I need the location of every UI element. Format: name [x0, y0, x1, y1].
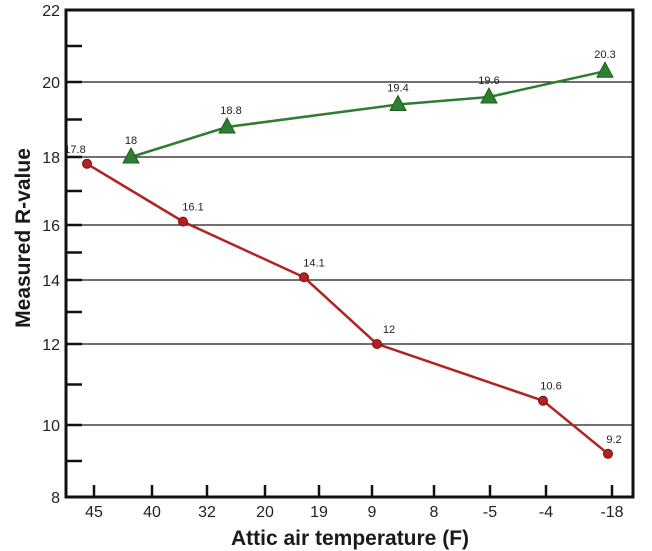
data-label: 19.6: [478, 75, 499, 87]
x-tick-label: -4: [539, 504, 553, 521]
x-axis-title: Attic air temperature (F): [231, 527, 469, 550]
y-axis-title: Measured R-value: [12, 148, 35, 328]
circle-marker: [603, 448, 613, 459]
x-tick-label: 45: [85, 504, 103, 521]
circle-marker: [299, 272, 309, 283]
circle-marker: [538, 395, 548, 406]
triangle-marker: [480, 86, 498, 104]
x-tick-label: 9: [368, 504, 377, 521]
circle-marker: [372, 339, 382, 349]
triangle-marker: [218, 116, 236, 134]
data-labels: 18 18.8 19.4 19.6 20.3 17.8 16.1 14.1 12 10.6 9.2: [64, 49, 621, 446]
data-label: 18: [125, 135, 137, 147]
y-tick-label: 20: [42, 75, 60, 92]
grid: [66, 81, 633, 426]
y-tick-label: 18: [42, 150, 60, 167]
data-label: 9.2: [606, 434, 621, 446]
x-tick-label: 19: [310, 504, 328, 521]
data-label: 10.6: [540, 381, 561, 393]
data-label: 17.8: [64, 144, 85, 156]
x-tick-label: -5: [483, 504, 497, 521]
x-tick-label: 8: [430, 504, 439, 521]
y-tick-label: 10: [42, 418, 60, 435]
circle-marker: [82, 158, 92, 169]
triangle-marker: [596, 61, 614, 78]
x-tick-label: -18: [600, 504, 623, 521]
y-tick-label: 8: [51, 490, 60, 507]
data-label: 20.3: [594, 49, 615, 61]
data-label: 14.1: [303, 257, 324, 269]
y-tick-label: 22: [42, 3, 60, 20]
data-label: 19.4: [387, 83, 408, 95]
series-group: [82, 61, 614, 459]
triangle-marker: [389, 94, 407, 111]
data-label: 16.1: [182, 202, 203, 214]
axes: 8 10 12 14 16 18 20 22 45 40 32 20 19 9 8 -5 -4 -18: [42, 3, 635, 521]
circle-marker: [178, 216, 188, 227]
x-tick-label: 40: [143, 504, 161, 521]
plot-frame: [64, 8, 635, 499]
x-tick-label: 32: [198, 504, 216, 521]
series-line-1: [86, 162, 609, 455]
series-line-0: [130, 69, 606, 159]
y-tick-label: 16: [42, 218, 60, 235]
x-tick-label: 20: [256, 504, 274, 521]
y-tick-label: 14: [42, 273, 60, 290]
y-tick-label: 12: [42, 337, 60, 354]
triangle-marker: [122, 146, 140, 164]
data-label: 18.8: [220, 105, 241, 117]
data-label: 12: [383, 324, 395, 336]
